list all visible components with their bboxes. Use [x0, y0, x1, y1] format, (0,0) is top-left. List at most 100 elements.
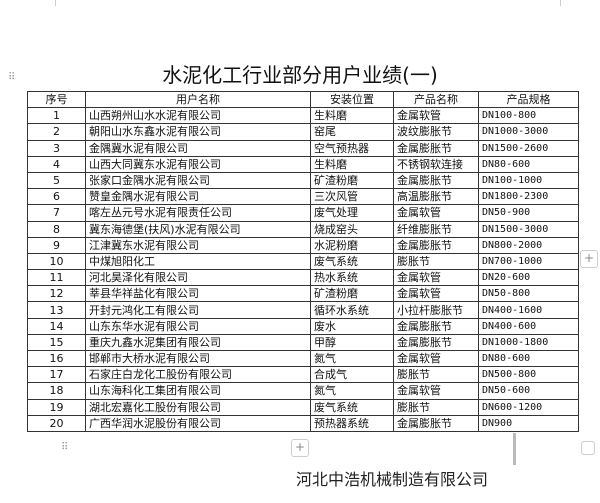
table-row: 3 金隅冀水泥有限公司 空气预热器 金属膨胀节 DN1500-2600 — [27, 139, 579, 157]
table-row: 20 广西华润水泥股份有限公司 预热器系统 金属膨胀节 DN900 — [27, 414, 579, 432]
cell-index: 13 — [27, 301, 86, 319]
cell-location: 废气处理 — [310, 204, 394, 222]
cell-customer: 山西朔州山水水泥有限公司 — [85, 107, 311, 125]
cell-index: 12 — [27, 285, 86, 303]
cell-index: 7 — [27, 204, 86, 222]
cell-location: 矿渣粉磨 — [310, 285, 394, 303]
cell-customer: 开封元鸿化工有限公司 — [85, 301, 311, 319]
cell-product: 金属软管 — [393, 285, 479, 303]
cell-product: 金属膨胀节 — [393, 414, 479, 432]
cell-spec: DN1800-2300 — [478, 188, 579, 206]
cell-index: 1 — [27, 107, 86, 125]
cell-spec: DN800-2000 — [478, 236, 579, 254]
col-header-customer: 用户名称 — [85, 90, 311, 109]
cell-customer: 重庆九鑫水泥集团有限公司 — [85, 333, 311, 352]
cell-location: 合成气 — [310, 366, 394, 384]
cell-customer: 喀左丛元号水泥有限责任公司 — [85, 204, 311, 222]
cell-location: 水泥粉磨 — [310, 236, 394, 254]
cell-spec: DN1000-1800 — [478, 333, 579, 352]
table-row: 15 重庆九鑫水泥集团有限公司 甲醇 金属膨胀节 DN1000-1800 — [27, 333, 579, 352]
cell-product: 膨胀节 — [393, 398, 479, 416]
add-row-button[interactable]: + — [291, 439, 309, 457]
cell-product: 金属膨胀节 — [393, 171, 479, 190]
cell-location: 甲醇 — [310, 333, 394, 352]
cell-index: 2 — [27, 123, 86, 141]
cell-location: 废气系统 — [310, 252, 394, 271]
text-cursor-bar — [513, 433, 516, 465]
cell-product: 金属软管 — [393, 204, 479, 222]
cell-customer: 金隅冀水泥有限公司 — [85, 139, 311, 157]
cell-customer: 山东海科化工集团有限公司 — [85, 382, 311, 400]
cell-spec: DN400-600 — [478, 317, 579, 335]
cell-product: 小拉杆膨胀节 — [393, 301, 479, 319]
cell-product: 金属软管 — [393, 269, 479, 287]
cell-index: 3 — [27, 139, 86, 157]
cell-index: 16 — [27, 349, 86, 368]
cell-index: 17 — [27, 366, 86, 384]
cell-product: 波纹膨胀节 — [393, 123, 479, 141]
cell-product: 金属软管 — [393, 349, 479, 368]
cell-customer: 赞皇金隅水泥有限公司 — [85, 188, 311, 206]
cell-index: 19 — [27, 398, 86, 416]
cell-spec: DN400-1600 — [478, 301, 579, 319]
table-row: 2 朝阳山水东鑫水泥有限公司 窑尾 波纹膨胀节 DN1000-3000 — [27, 123, 579, 141]
cell-spec: DN20-600 — [478, 269, 579, 287]
table-row: 4 山西大同冀东水泥有限公司 生料磨 不锈钢软连接 DN80-600 — [27, 155, 579, 173]
ruler-tick — [55, 0, 56, 6]
cell-product: 金属软管 — [393, 107, 479, 125]
cell-spec: DN100-800 — [478, 107, 579, 125]
cell-index: 14 — [27, 317, 86, 335]
cell-customer: 中煤旭阳化工 — [85, 252, 311, 271]
table-row: 14 山东东华水泥有限公司 废水 金属膨胀节 DN400-600 — [27, 317, 579, 335]
cell-customer: 冀东海德堡(扶风)水泥有限公司 — [85, 220, 311, 238]
cell-product: 金属膨胀节 — [393, 139, 479, 157]
cell-spec: DN900 — [478, 414, 579, 432]
table-header-row: 序号 用户名称 安装位置 产品名称 产品规格 — [27, 90, 579, 109]
table-row: 19 湖北宏嘉化工股份有限公司 废气系统 膨胀节 DN600-1200 — [27, 398, 579, 416]
table-row: 6 赞皇金隅水泥有限公司 三次风管 高温膨胀节 DN1800-2300 — [27, 188, 579, 206]
performance-table: 序号 用户名称 安装位置 产品名称 产品规格 1 山西朔州山水水泥有限公司 生料磨金… — [27, 90, 579, 432]
col-header-product: 产品名称 — [393, 90, 479, 109]
col-header-spec: 产品规格 — [478, 90, 579, 109]
cell-customer: 河北昊泽化有限公司 — [85, 269, 311, 287]
cell-spec: DN600-1200 — [478, 398, 579, 416]
cell-customer: 江津冀东水泥有限公司 — [85, 236, 311, 254]
cell-spec: DN1000-3000 — [478, 123, 579, 141]
cell-location: 窑尾 — [310, 123, 394, 141]
cell-location: 生料磨 — [310, 107, 394, 125]
drag-handle-icon[interactable]: ⠿ — [61, 442, 69, 453]
cell-customer: 莘县华祥盐化有限公司 — [85, 285, 311, 303]
cell-spec: DN50-800 — [478, 285, 579, 303]
drag-handle-icon[interactable]: ⠿ — [8, 72, 16, 83]
col-header-index: 序号 — [27, 90, 86, 109]
cell-product: 金属膨胀节 — [393, 333, 479, 352]
cell-spec: DN500-800 — [478, 366, 579, 384]
table-row: 1 山西朔州山水水泥有限公司 生料磨 金属软管 DN100-800 — [27, 107, 579, 125]
cell-location: 废水 — [310, 317, 394, 335]
cell-spec: DN50-900 — [478, 204, 579, 222]
cell-spec: DN100-1000 — [478, 171, 579, 190]
cell-location: 矿渣粉磨 — [310, 171, 394, 190]
cell-location: 生料磨 — [310, 155, 394, 173]
cell-index: 5 — [27, 171, 86, 190]
cell-spec: DN1500-2600 — [478, 139, 579, 157]
cell-product: 膨胀节 — [393, 252, 479, 271]
table-row: 13 开封元鸿化工有限公司 循环水系统 小拉杆膨胀节 DN400-1600 — [27, 301, 579, 319]
cell-product: 金属软管 — [393, 382, 479, 400]
table-row: 12 莘县华祥盐化有限公司 矿渣粉磨 金属软管 DN50-800 — [27, 285, 579, 303]
add-column-button[interactable]: + — [580, 250, 598, 268]
table-row: 5 张家口金隅水泥有限公司 矿渣粉磨 金属膨胀节 DN100-1000 — [27, 171, 579, 190]
table-row: 8 冀东海德堡(扶风)水泥有限公司 烧成窑头 纤维膨胀节 DN1500-3000 — [27, 220, 579, 238]
page-title: 水泥化工行业部分用户业绩(一) — [162, 63, 438, 87]
cell-customer: 石家庄白龙化工股份有限公司 — [85, 366, 311, 384]
cell-location: 预热器系统 — [310, 414, 394, 432]
cell-location: 三次风管 — [310, 188, 394, 206]
cell-product: 金属膨胀节 — [393, 317, 479, 335]
cell-index: 10 — [27, 252, 86, 271]
cell-index: 6 — [27, 188, 86, 206]
cell-product: 膨胀节 — [393, 366, 479, 384]
resize-handle-icon[interactable] — [581, 441, 595, 455]
cell-location: 空气预热器 — [310, 139, 394, 157]
table-row: 16 邯郸市大桥水泥有限公司 氮气 金属软管 DN80-600 — [27, 349, 579, 368]
cell-customer: 张家口金隅水泥有限公司 — [85, 171, 311, 190]
